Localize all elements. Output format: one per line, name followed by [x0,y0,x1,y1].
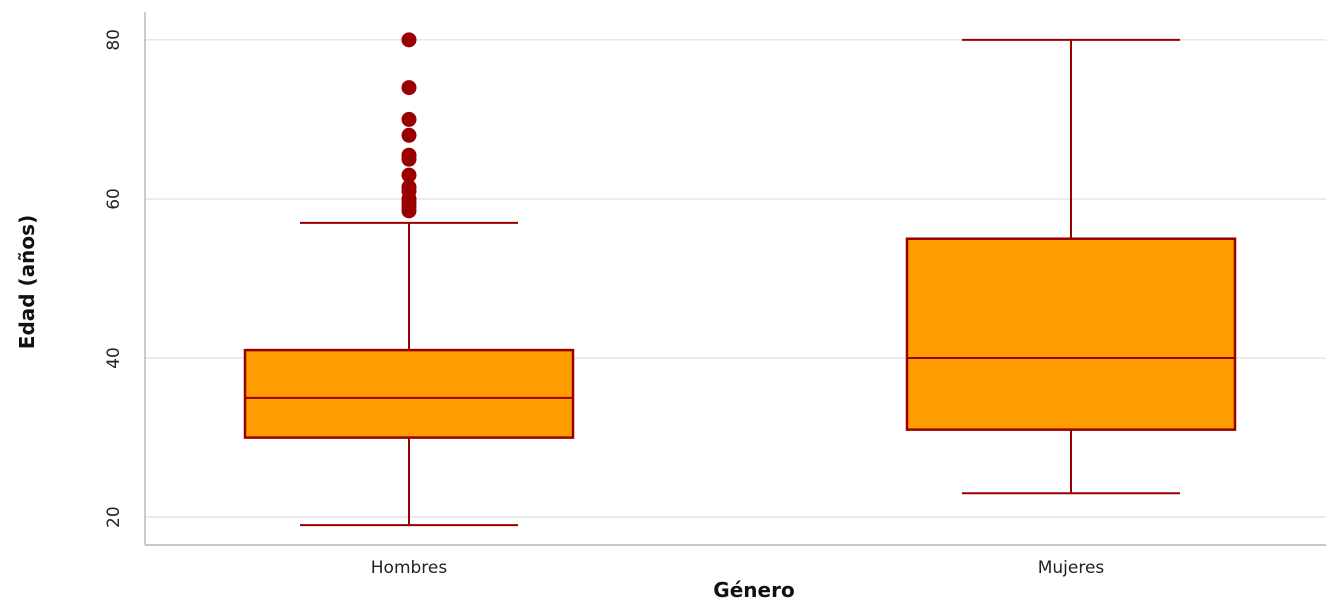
box-iqr [243,348,575,439]
outlier-point [401,179,417,195]
x-axis-title: Género [713,578,794,600]
outlier-point [401,147,417,163]
x-category-label: Hombres [371,558,448,578]
box-iqr [905,237,1237,431]
y-tick-label: 60 [104,188,124,210]
y-tick-label: 80 [104,29,124,51]
outlier-point [401,80,417,96]
outlier-point [401,127,417,143]
outlier-point [401,167,417,183]
boxplots [243,32,1237,527]
box-group [243,32,575,527]
box-group [905,38,1237,495]
x-category-label: Mujeres [1038,558,1105,578]
y-axis-title: Edad (años) [15,215,39,349]
y-tick-labels: 20 40 60 80 [104,29,124,528]
y-tick-label: 40 [104,347,124,369]
outlier-point [401,32,417,48]
x-category-labels: Hombres Mujeres [371,558,1105,578]
outlier-point [401,111,417,127]
y-tick-label: 20 [104,506,124,528]
